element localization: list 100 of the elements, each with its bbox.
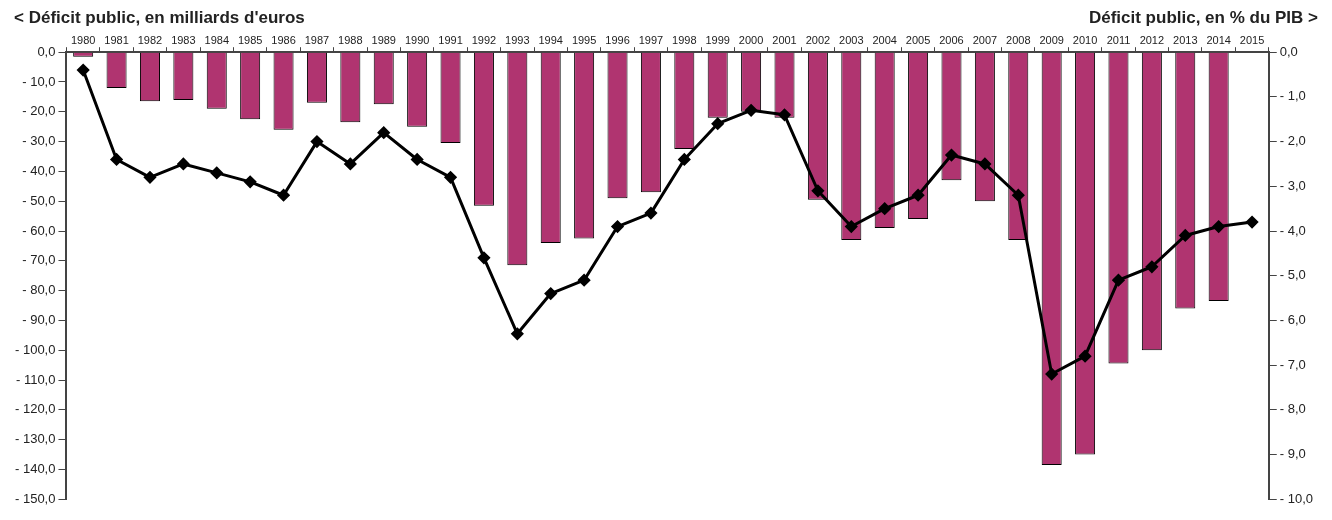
x-tick-label: 1991 bbox=[438, 33, 463, 46]
x-tick-label: 2002 bbox=[805, 33, 831, 46]
point bbox=[1179, 229, 1192, 242]
y2-axis-title: Déficit public, en % du PIB > bbox=[1088, 8, 1318, 29]
point bbox=[811, 184, 824, 197]
x-tick-label: 2009 bbox=[1039, 33, 1064, 46]
x-tick-label: 1994 bbox=[538, 33, 563, 46]
y2-tick-label: - 7,0 bbox=[1279, 356, 1306, 372]
point bbox=[878, 202, 891, 215]
y2-tick-label: - 3,0 bbox=[1279, 177, 1306, 193]
x-tick-label: 1985 bbox=[237, 33, 263, 46]
x-tick-label: 2010 bbox=[1072, 33, 1098, 46]
y2-tick-label: - 5,0 bbox=[1279, 267, 1306, 283]
x-tick-label: 1999 bbox=[705, 33, 730, 46]
x-tick-label: 1996 bbox=[605, 33, 630, 46]
x-tick-label: 2000 bbox=[738, 33, 764, 46]
y-tick-label: - 150,0 bbox=[14, 490, 56, 506]
y-tick-label: - 60,0 bbox=[22, 222, 56, 238]
point bbox=[177, 157, 190, 170]
y-tick-label: - 50,0 bbox=[22, 192, 56, 208]
x-tick-label: 1983 bbox=[171, 33, 196, 46]
point bbox=[1145, 260, 1158, 273]
point bbox=[778, 108, 791, 121]
x-tick-label: 2006 bbox=[939, 33, 964, 46]
y2-tick-label: - 10,0 bbox=[1279, 490, 1314, 506]
point bbox=[945, 149, 958, 162]
point bbox=[978, 157, 991, 170]
point bbox=[244, 175, 257, 188]
y-tick-label: 0,0 bbox=[37, 43, 56, 59]
point bbox=[411, 153, 424, 166]
y-tick-label: - 120,0 bbox=[14, 401, 56, 417]
point bbox=[1012, 189, 1025, 202]
y-tick-label: - 130,0 bbox=[14, 431, 56, 447]
y-tick-label: - 20,0 bbox=[22, 103, 56, 119]
x-tick-label: 2008 bbox=[1006, 33, 1031, 46]
y-tick-label: - 140,0 bbox=[14, 460, 56, 476]
point bbox=[444, 171, 457, 184]
x-tick-label: 1982 bbox=[137, 33, 163, 46]
x-tick-label: 1980 bbox=[70, 33, 96, 46]
point bbox=[644, 207, 657, 220]
x-tick-label: 1998 bbox=[672, 33, 697, 46]
point bbox=[110, 153, 123, 166]
point bbox=[1212, 220, 1225, 233]
y-tick-label: - 80,0 bbox=[22, 282, 56, 298]
x-tick-label: 2013 bbox=[1173, 33, 1198, 46]
y-tick-label: - 10,0 bbox=[22, 73, 56, 89]
point bbox=[1112, 274, 1125, 287]
y-tick-label: - 90,0 bbox=[22, 311, 56, 327]
x-tick-label: 2003 bbox=[839, 33, 864, 46]
point bbox=[1246, 216, 1259, 229]
x-tick-label: 2004 bbox=[872, 33, 897, 46]
y2-tick-label: - 9,0 bbox=[1279, 446, 1306, 462]
y2-tick-label: - 1,0 bbox=[1279, 88, 1306, 104]
x-tick-label: 2015 bbox=[1239, 33, 1265, 46]
x-tick-label: 1992 bbox=[471, 33, 497, 46]
y-tick-label: - 110,0 bbox=[15, 371, 56, 387]
y2-tick-label: - 2,0 bbox=[1279, 133, 1306, 149]
x-tick-label: 1995 bbox=[571, 33, 597, 46]
x-tick-label: 2005 bbox=[905, 33, 931, 46]
point bbox=[745, 104, 758, 117]
y2-tick-label: - 8,0 bbox=[1279, 401, 1306, 417]
x-tick-label: 2012 bbox=[1139, 33, 1165, 46]
x-tick-label: 1993 bbox=[505, 33, 530, 46]
x-tick-label: 2014 bbox=[1206, 33, 1231, 46]
point bbox=[210, 166, 223, 179]
x-tick-label: 1988 bbox=[338, 33, 363, 46]
point bbox=[511, 327, 524, 340]
point bbox=[578, 274, 591, 287]
y-tick-label: - 70,0 bbox=[22, 252, 56, 268]
x-tick-label: 2001 bbox=[772, 33, 797, 46]
y-tick-label: - 100,0 bbox=[14, 341, 56, 357]
x-tick-label: 2011 bbox=[1106, 33, 1131, 46]
point bbox=[1079, 350, 1092, 363]
x-tick-label: 1984 bbox=[204, 33, 229, 46]
point bbox=[143, 171, 156, 184]
x-tick-label: 1989 bbox=[371, 33, 396, 46]
x-tick-label: 1990 bbox=[404, 33, 430, 46]
point bbox=[678, 153, 691, 166]
point bbox=[477, 251, 490, 264]
x-tick-label: 2007 bbox=[972, 33, 998, 46]
point bbox=[611, 220, 624, 233]
x-tick-label: 1986 bbox=[271, 33, 296, 46]
point bbox=[377, 126, 390, 139]
y2-tick-label: - 6,0 bbox=[1279, 311, 1306, 327]
point bbox=[845, 220, 858, 233]
x-tick-label: 1981 bbox=[104, 33, 129, 46]
x-tick-label: 1987 bbox=[304, 33, 330, 46]
x-tick-label: 1997 bbox=[638, 33, 664, 46]
point bbox=[912, 189, 925, 202]
point bbox=[711, 117, 724, 130]
point bbox=[1045, 368, 1058, 381]
y2-tick-label: 0,0 bbox=[1279, 43, 1298, 59]
y-tick-label: - 40,0 bbox=[22, 162, 56, 178]
point bbox=[277, 189, 290, 202]
point bbox=[344, 157, 357, 170]
y-axis-title: < Déficit public, en milliards d'euros bbox=[14, 8, 305, 29]
y-tick-label: - 30,0 bbox=[22, 133, 56, 149]
point bbox=[310, 135, 323, 148]
y2-tick-label: - 4,0 bbox=[1279, 222, 1306, 238]
point bbox=[77, 64, 90, 77]
